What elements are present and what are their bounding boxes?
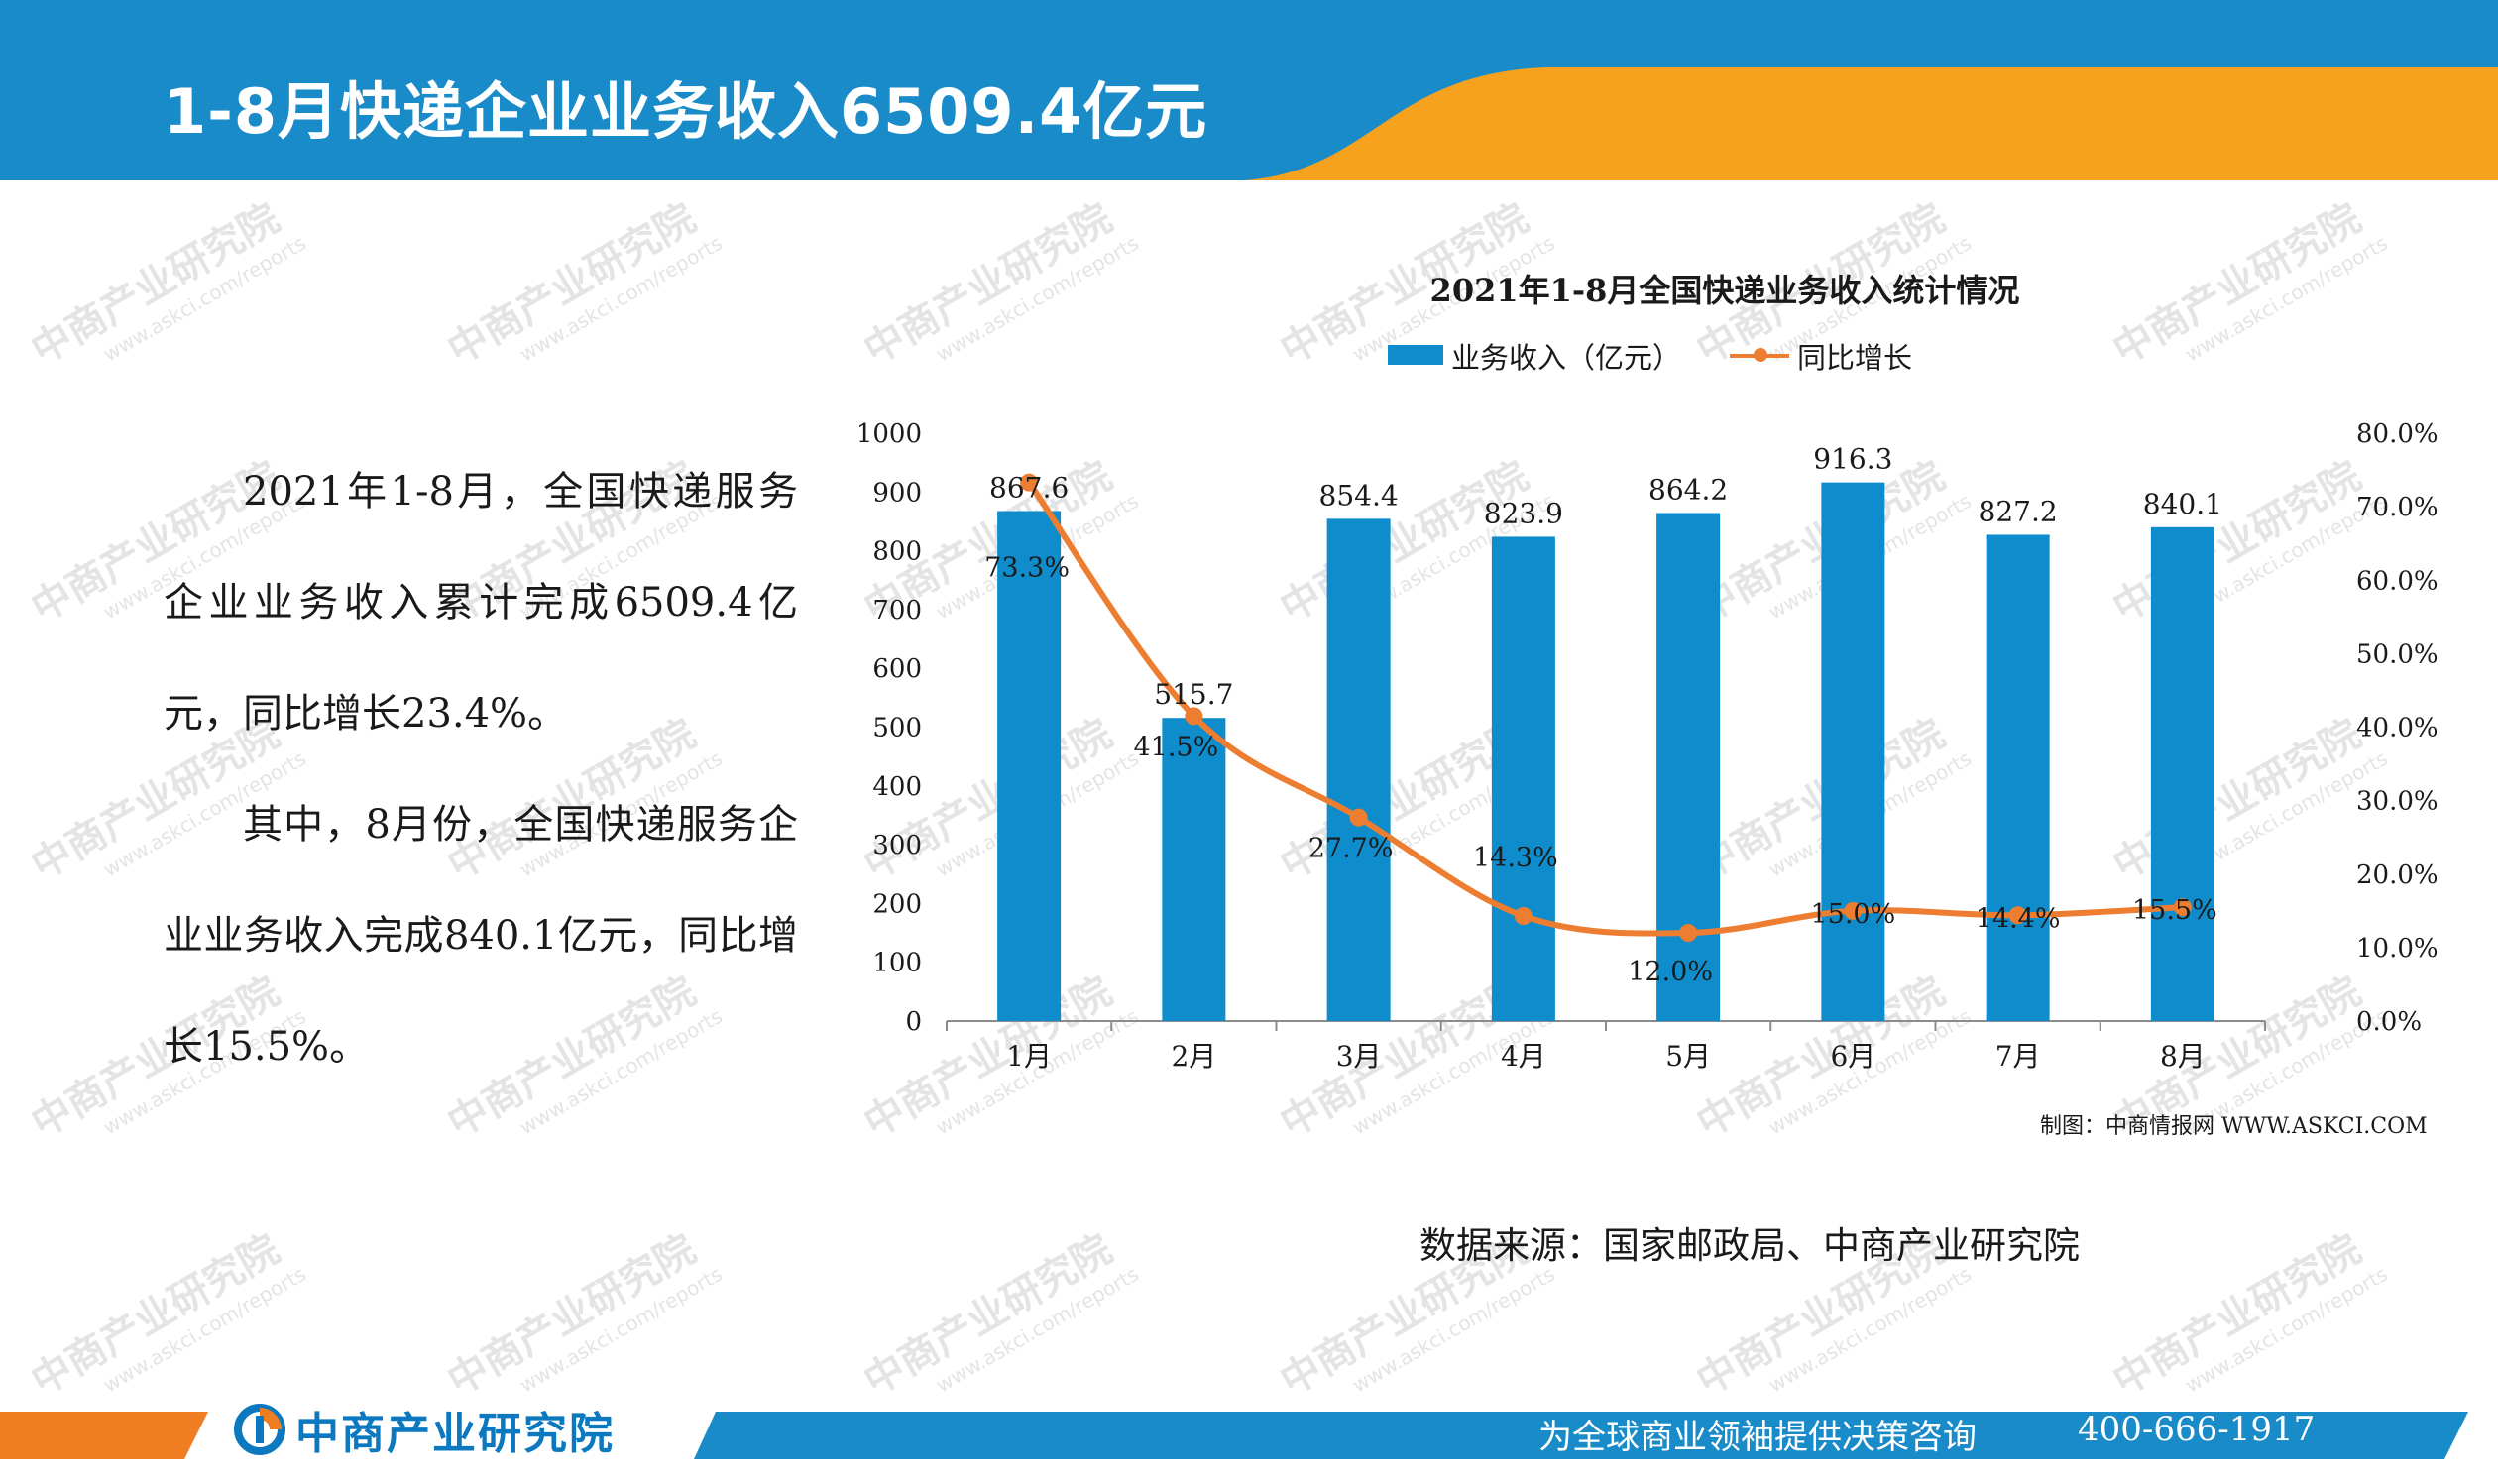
- growth-point-5月: [1679, 924, 1698, 943]
- growth-point-2月: [1185, 707, 1203, 726]
- y2-tick-label: 70.0%: [2356, 493, 2439, 522]
- x-tick-label: 6月: [1830, 1040, 1875, 1073]
- bar-value-label: 854.4: [1319, 479, 1399, 512]
- summary-paragraph-2: 其中，8月份，全国快递服务企业业务收入完成840.1亿元，同比增长15.5%。: [164, 802, 798, 1070]
- chart-title: 2021年1-8月全国快递业务收入统计情况: [1429, 272, 2020, 309]
- y-tick-label: 200: [872, 889, 922, 919]
- y2-tick-label: 80.0%: [2356, 419, 2439, 449]
- y-tick-label: 700: [872, 596, 922, 626]
- bar-4月: [1491, 536, 1555, 1021]
- y-tick-label: 800: [872, 537, 922, 567]
- bar-5月: [1656, 513, 1721, 1021]
- line-value-label: 15.0%: [1810, 899, 1895, 930]
- bar-value-label: 823.9: [1484, 497, 1563, 529]
- growth-point-6月: [1844, 901, 1863, 920]
- y-tick-label: 900: [872, 478, 922, 508]
- page-title: 1-8月快递企业业务收入6509.4亿元: [164, 75, 1208, 148]
- data-source: 数据来源：国家邮政局、中商产业研究院: [1419, 1224, 2080, 1267]
- x-tick-label: 5月: [1665, 1040, 1711, 1073]
- x-tick-label: 2月: [1171, 1040, 1216, 1073]
- legend-label-growth: 同比增长: [1797, 341, 1913, 375]
- y-tick-label: 500: [872, 714, 922, 743]
- legend-swatch-dot: [1754, 348, 1767, 362]
- bar-2月: [1162, 718, 1226, 1021]
- legend-swatch-bar: [1388, 345, 1443, 365]
- bar-6月: [1821, 482, 1885, 1021]
- bar-value-label: 916.3: [1813, 443, 1892, 476]
- x-tick-label: 3月: [1336, 1040, 1382, 1073]
- bar-value-label: 864.2: [1648, 474, 1728, 507]
- y2-tick-label: 20.0%: [2356, 860, 2439, 890]
- growth-point-3月: [1349, 808, 1368, 827]
- x-tick-label: 8月: [2160, 1040, 2206, 1073]
- x-tick-label: 1月: [1006, 1040, 1052, 1073]
- line-value-label: 12.0%: [1628, 957, 1713, 987]
- y-tick-label: 600: [872, 654, 922, 684]
- growth-point-1月: [1020, 473, 1039, 492]
- y2-tick-label: 0.0%: [2356, 1007, 2422, 1037]
- bar-7月: [1986, 534, 2050, 1021]
- y2-tick-label: 30.0%: [2356, 787, 2439, 817]
- bar-3月: [1326, 518, 1391, 1021]
- growth-point-8月: [2173, 898, 2192, 917]
- line-value-label: 73.3%: [984, 553, 1070, 584]
- line-value-label: 14.3%: [1473, 843, 1558, 873]
- line-value-label: 41.5%: [1133, 732, 1218, 762]
- footer-slogan: 为全球商业领袖提供决策咨询: [1538, 1418, 1977, 1457]
- bar-8月: [2150, 526, 2214, 1021]
- y2-tick-label: 10.0%: [2356, 934, 2439, 964]
- logo-icon: [234, 1404, 285, 1455]
- header-banner: [0, 0, 2498, 180]
- summary-paragraph-1: 2021年1-8月，全国快递服务企业业务收入累计完成6509.4亿元，同比增长2…: [164, 469, 798, 737]
- growth-point-7月: [2008, 906, 2027, 925]
- line-value-label: 14.4%: [1976, 903, 2061, 934]
- logo-text: 中商产业研究院: [295, 1409, 615, 1459]
- line-value-label: 27.7%: [1308, 834, 1394, 864]
- x-tick-label: 7月: [1995, 1040, 2041, 1073]
- bar-value-label: 840.1: [2143, 488, 2222, 520]
- bar-value-label: 515.7: [1154, 678, 1233, 711]
- y-tick-label: 1000: [856, 419, 922, 449]
- y2-tick-label: 60.0%: [2356, 566, 2439, 596]
- y2-tick-label: 40.0%: [2356, 714, 2439, 743]
- bar-value-label: 867.6: [989, 472, 1069, 505]
- y-tick-label: 300: [872, 831, 922, 860]
- footer-band: [0, 1412, 2468, 1459]
- bar-1月: [997, 511, 1062, 1021]
- bar-value-label: 827.2: [1979, 495, 2058, 527]
- y-tick-label: 100: [872, 949, 922, 978]
- chart-credit: 制图：中商情报网 WWW.ASKCI.COM: [2040, 1114, 2428, 1139]
- y-tick-label: 400: [872, 772, 922, 802]
- growth-point-4月: [1514, 907, 1533, 926]
- legend-label-revenue: 业务收入（亿元）: [1451, 341, 1682, 375]
- footer-logo: 中商产业研究院: [234, 1401, 615, 1459]
- x-tick-label: 4月: [1501, 1040, 1546, 1073]
- line-value-label: 15.5%: [2132, 895, 2217, 926]
- footer-phone: 400-666-1917: [2078, 1410, 2316, 1449]
- y-tick-label: 0: [905, 1007, 922, 1037]
- summary-text: 2021年1-8月，全国快递服务企业业务收入累计完成6509.4亿元，同比增长2…: [164, 436, 798, 1102]
- y2-tick-label: 50.0%: [2356, 639, 2439, 669]
